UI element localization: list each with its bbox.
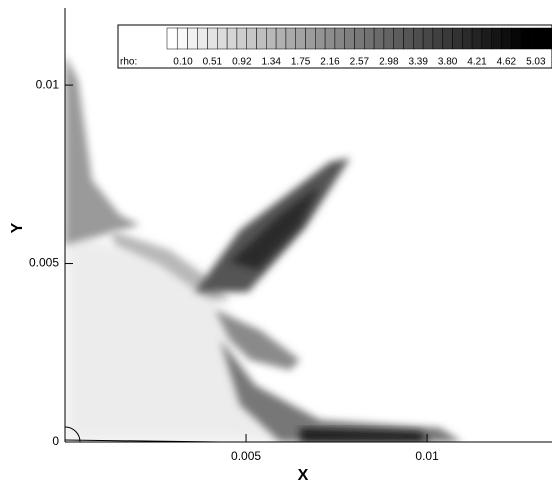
- colorbar-cell: [471, 27, 483, 50]
- colorbar-label: rho:: [120, 57, 137, 68]
- colorbar-cell: [207, 27, 218, 50]
- colorbar-cell: [422, 27, 434, 50]
- colorbar-cell: [481, 27, 492, 50]
- colorbar-tick-label: 4.62: [497, 57, 517, 68]
- colorbar-cell: [520, 27, 532, 50]
- colorbar-cell: [285, 27, 296, 50]
- colorbar-tick-label: 3.80: [438, 57, 458, 68]
- colorbar-tick-label: 1.75: [291, 57, 311, 68]
- colorbar-cell: [315, 27, 326, 50]
- density-region: [215, 310, 300, 370]
- colorbar-cell: [383, 27, 394, 50]
- colorbar-tick-label: 0.92: [232, 57, 252, 68]
- colorbar-cell: [187, 27, 198, 50]
- colorbar-tick-label: 5.03: [526, 57, 546, 68]
- density-region: [65, 55, 140, 245]
- colorbar-cell: [452, 27, 463, 50]
- colorbar-cell: [275, 27, 287, 50]
- colorbar-cell: [364, 27, 375, 50]
- colorbar-cell: [324, 27, 336, 50]
- colorbar-tick-label: 0.51: [203, 57, 223, 68]
- x-tick-label: 0.01: [415, 449, 439, 463]
- colorbar-cell: [501, 27, 512, 50]
- colorbar-tick-label: 2.16: [320, 57, 340, 68]
- colorbar-cell: [511, 27, 522, 50]
- colorbar-tick-label: 1.34: [261, 57, 281, 68]
- y-tick-label: 0.005: [29, 256, 59, 270]
- colorbar-tick-label: 3.39: [408, 57, 428, 68]
- colorbar-cell: [217, 27, 228, 50]
- colorbar-cell: [226, 27, 238, 50]
- colorbar-cell: [236, 27, 247, 50]
- body-outline: [64, 426, 221, 443]
- colorbar-cell: [344, 27, 355, 50]
- colorbar-cell: [266, 27, 277, 50]
- colorbar-cell: [373, 27, 385, 50]
- colorbar-cell: [442, 27, 453, 50]
- colorbar-cell: [432, 27, 443, 50]
- colorbar-cell: [256, 27, 267, 50]
- density-region: [110, 230, 230, 300]
- density-region: [230, 185, 320, 270]
- colorbar-cell: [305, 27, 316, 50]
- colorbar-cell: [403, 27, 414, 50]
- y-tick-label: 0: [52, 434, 59, 448]
- colorbar-cell: [462, 27, 473, 50]
- density-region: [220, 340, 462, 442]
- x-axis-label: X: [298, 467, 309, 484]
- colorbar-cell: [413, 27, 424, 50]
- colorbar-cell: [393, 27, 404, 50]
- colorbar-cell: [166, 27, 178, 50]
- y-tick-label: 0.01: [36, 77, 60, 91]
- colorbar-cell: [491, 27, 502, 50]
- density-field: [65, 55, 462, 442]
- colorbar-tick-label: 2.98: [379, 57, 399, 68]
- colorbar-cell: [354, 27, 365, 50]
- y-axis-label: Y: [9, 222, 26, 233]
- colorbar-cell: [197, 27, 208, 50]
- colorbar-tick-label: 0.10: [173, 57, 193, 68]
- colorbar-tick-label: 2.57: [350, 57, 370, 68]
- colorbar: rho: 0.10 0.51 0.92 1.34 1.75 2.16 2.57 2.98 3.3…: [117, 24, 552, 69]
- colorbar-cell: [176, 27, 188, 50]
- colorbar-cell: [246, 27, 257, 50]
- colorbar-cell: [531, 27, 542, 50]
- colorbar-tick-label: 4.21: [467, 57, 487, 68]
- x-tick-label: 0.005: [231, 449, 261, 463]
- colorbar-cell: [541, 27, 552, 50]
- density-region: [300, 428, 430, 442]
- colorbar-cell: [295, 27, 306, 50]
- colorbar-cell: [334, 27, 345, 50]
